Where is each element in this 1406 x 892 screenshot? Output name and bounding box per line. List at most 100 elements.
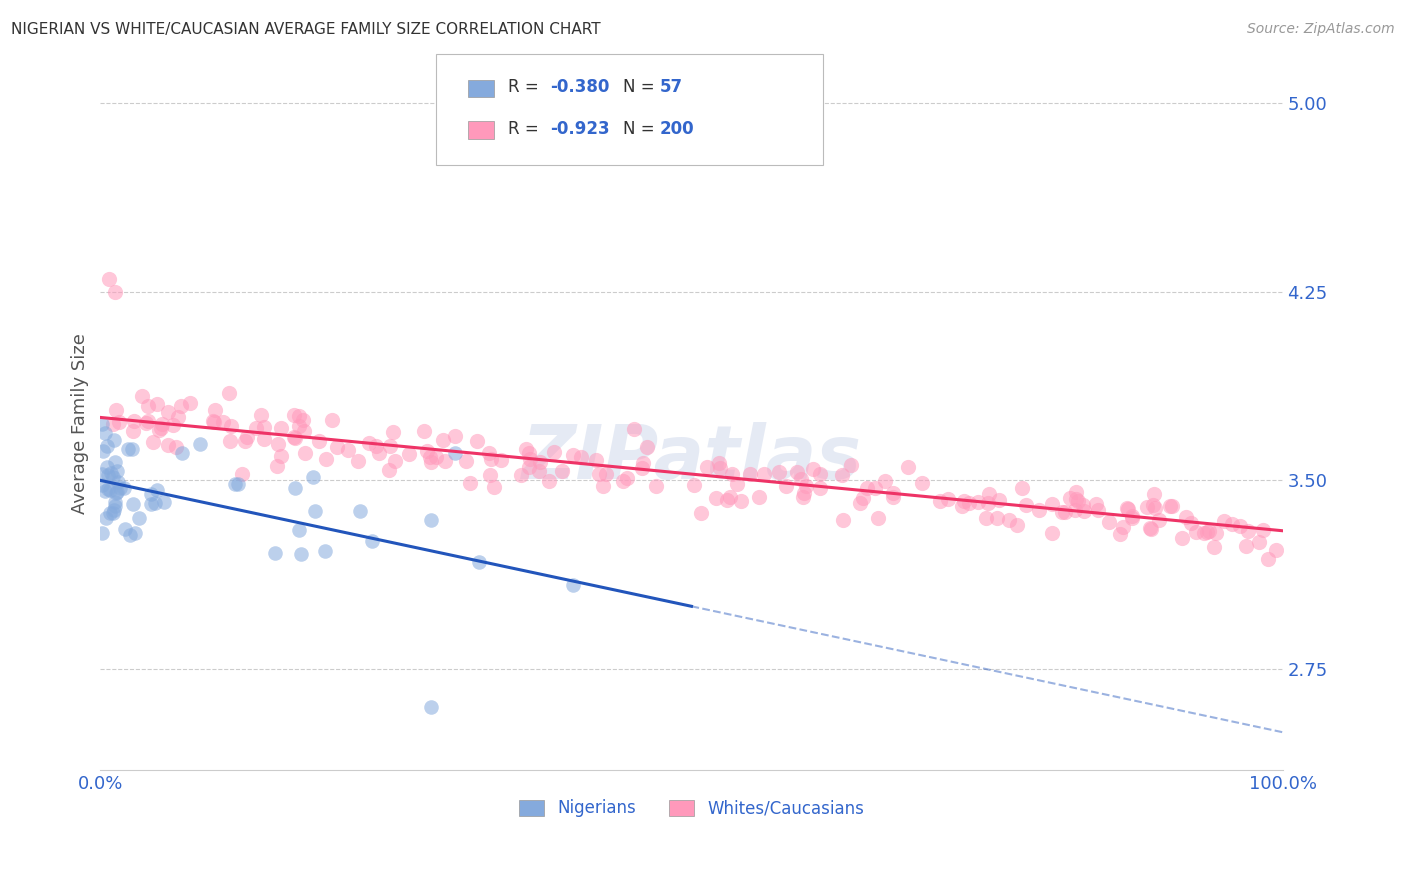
Point bbox=[690, 506, 713, 520]
Point bbox=[986, 511, 1008, 525]
Point bbox=[952, 494, 974, 508]
Point bbox=[250, 408, 273, 422]
Point bbox=[98, 483, 121, 497]
Point bbox=[588, 467, 610, 482]
Point bbox=[1180, 516, 1202, 531]
Point bbox=[801, 462, 824, 476]
Point bbox=[117, 442, 139, 457]
Point bbox=[148, 423, 170, 437]
Point bbox=[253, 420, 276, 434]
Point bbox=[245, 421, 267, 435]
Point bbox=[856, 481, 879, 495]
Point bbox=[796, 479, 818, 493]
Point bbox=[1121, 508, 1143, 523]
Text: R =: R = bbox=[508, 120, 544, 138]
Point bbox=[141, 498, 163, 512]
Point bbox=[444, 429, 467, 443]
Point bbox=[515, 442, 537, 456]
Point bbox=[146, 397, 169, 411]
Point bbox=[97, 482, 120, 496]
Point bbox=[107, 475, 129, 489]
Point bbox=[153, 495, 176, 509]
Point bbox=[378, 439, 401, 453]
Point bbox=[94, 426, 117, 441]
Point bbox=[1220, 516, 1243, 531]
Point bbox=[1202, 540, 1225, 554]
Point bbox=[101, 506, 124, 520]
Point bbox=[478, 445, 501, 459]
Point bbox=[1170, 531, 1192, 545]
Point bbox=[1052, 506, 1074, 520]
Point bbox=[290, 547, 312, 561]
Point bbox=[108, 481, 131, 495]
Point bbox=[136, 399, 159, 413]
Point bbox=[90, 467, 112, 482]
Point bbox=[1143, 500, 1166, 515]
Point bbox=[202, 416, 225, 430]
Point bbox=[793, 486, 815, 500]
Point bbox=[551, 464, 574, 478]
Point bbox=[808, 481, 831, 495]
Point bbox=[314, 543, 336, 558]
Text: ZIPatlas: ZIPatlas bbox=[522, 422, 862, 495]
Point bbox=[218, 386, 240, 401]
Point bbox=[204, 403, 226, 417]
Point bbox=[104, 495, 127, 509]
Point bbox=[1264, 543, 1286, 558]
Point bbox=[135, 417, 157, 431]
Point bbox=[529, 455, 551, 469]
Point bbox=[911, 476, 934, 491]
Point bbox=[315, 451, 337, 466]
Point bbox=[873, 475, 896, 489]
Point bbox=[288, 523, 311, 537]
Point bbox=[122, 424, 145, 438]
Point bbox=[165, 440, 187, 454]
Point bbox=[709, 461, 731, 475]
Point bbox=[1229, 519, 1251, 533]
Point bbox=[592, 478, 614, 492]
Point bbox=[631, 456, 654, 470]
Point bbox=[104, 499, 127, 513]
Point bbox=[114, 522, 136, 536]
Point bbox=[998, 513, 1021, 527]
Point bbox=[1064, 485, 1087, 500]
Point bbox=[367, 445, 389, 459]
Point bbox=[786, 465, 808, 479]
Point bbox=[142, 435, 165, 450]
Y-axis label: Average Family Size: Average Family Size bbox=[72, 334, 89, 514]
Point bbox=[977, 487, 1000, 501]
Point bbox=[336, 443, 359, 458]
Point bbox=[562, 577, 585, 591]
Point bbox=[103, 434, 125, 448]
Point bbox=[118, 527, 141, 541]
Point bbox=[1213, 514, 1236, 528]
Point bbox=[179, 395, 201, 409]
Point bbox=[416, 444, 439, 458]
Point bbox=[103, 502, 125, 516]
Point bbox=[1071, 498, 1094, 512]
Point bbox=[866, 511, 889, 525]
Point bbox=[122, 414, 145, 428]
Point bbox=[1205, 525, 1227, 540]
Point bbox=[150, 417, 173, 431]
Point bbox=[1257, 551, 1279, 566]
Point bbox=[768, 465, 790, 479]
Point bbox=[101, 470, 124, 484]
Point bbox=[107, 415, 129, 429]
Point bbox=[91, 525, 114, 540]
Point bbox=[738, 467, 761, 482]
Point bbox=[1197, 524, 1219, 539]
Point bbox=[97, 468, 120, 483]
Point bbox=[143, 496, 166, 510]
Point bbox=[645, 479, 668, 493]
Point bbox=[167, 409, 190, 424]
Point bbox=[1161, 499, 1184, 513]
Point bbox=[527, 464, 550, 478]
Point bbox=[1098, 516, 1121, 530]
Point bbox=[96, 439, 118, 453]
Point bbox=[231, 467, 253, 481]
Point bbox=[432, 433, 454, 447]
Point bbox=[1116, 502, 1139, 516]
Point bbox=[716, 492, 738, 507]
Point bbox=[1236, 524, 1258, 538]
